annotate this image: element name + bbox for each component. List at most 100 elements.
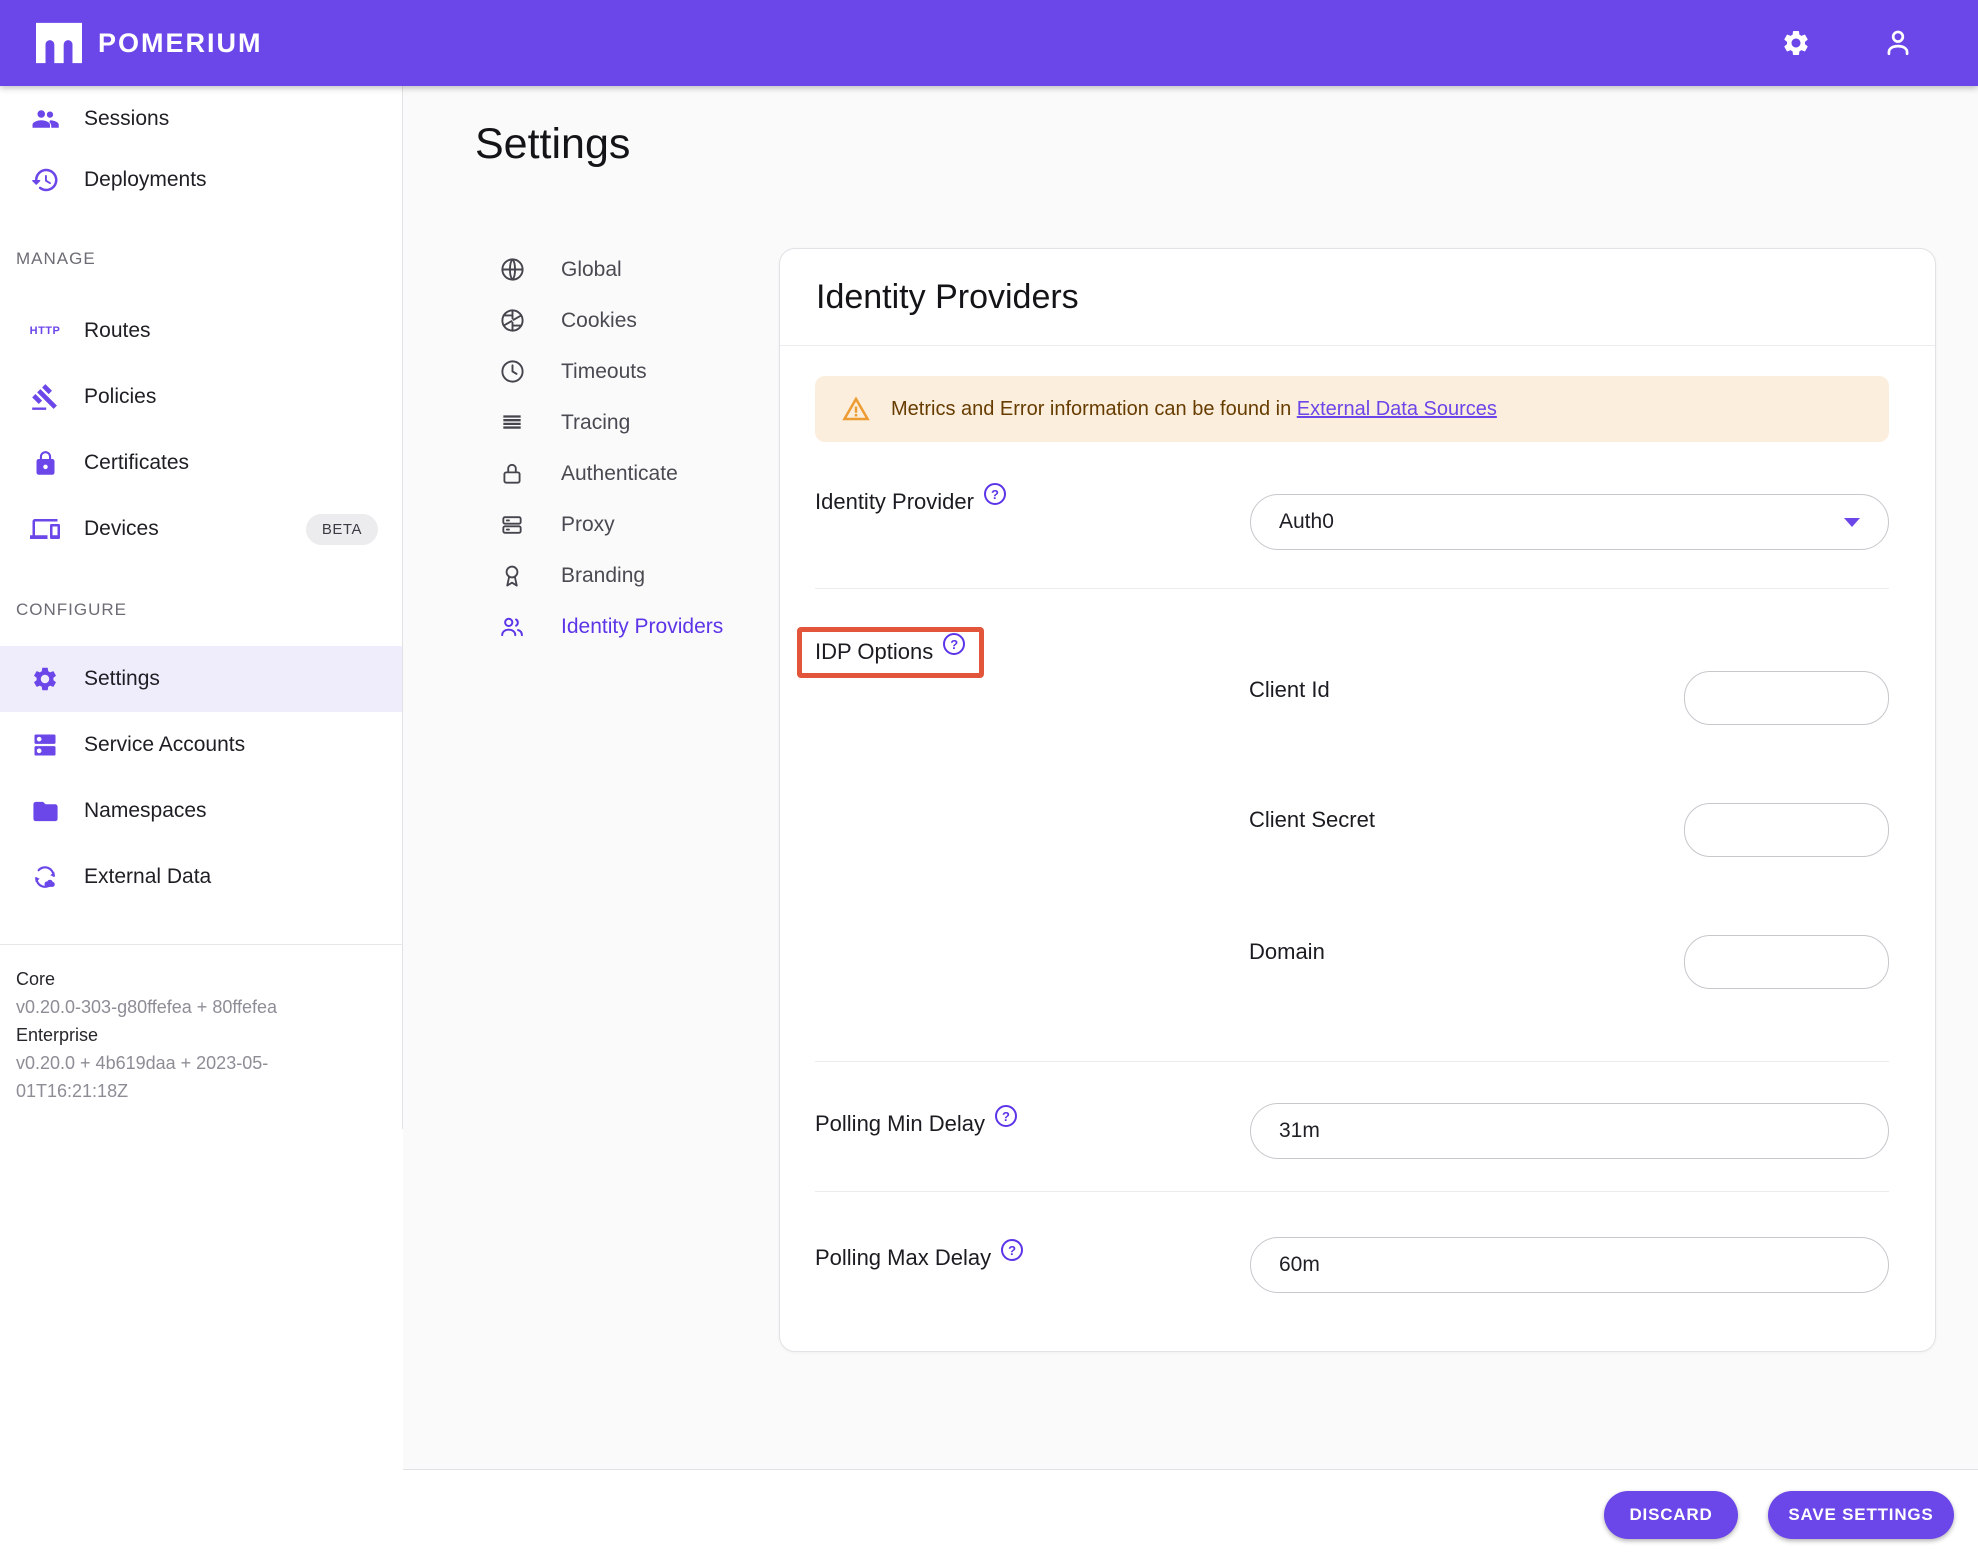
sidebar-divider: [0, 944, 402, 945]
lock-icon: [28, 450, 62, 477]
polling-max-delay-label: Polling Max Delay ?: [815, 1239, 1024, 1271]
identity-providers-card: Identity Providers Metrics and Error inf…: [779, 248, 1936, 1352]
gear-icon: [1784, 31, 1808, 55]
tab-cookies[interactable]: Cookies: [473, 295, 759, 346]
sidebar-item-external-data[interactable]: External Data: [0, 844, 402, 910]
identity-provider-value: Auth0: [1279, 510, 1334, 533]
tab-timeouts[interactable]: Timeouts: [473, 346, 759, 397]
enterprise-version-value: v0.20.0 + 4b619daa + 2023-05-01T16:21:18…: [16, 1052, 269, 1101]
help-icon[interactable]: ?: [1001, 1239, 1024, 1261]
sidebar-item-deployments[interactable]: Deployments: [0, 147, 402, 213]
warning-banner: Metrics and Error information can be fou…: [815, 376, 1889, 442]
tab-proxy[interactable]: Proxy: [473, 499, 759, 550]
identity-provider-label-text: Identity Provider: [815, 489, 974, 514]
tab-label: Timeouts: [561, 359, 647, 383]
brand-name: POMERIUM: [98, 27, 263, 58]
shutter-icon: [497, 307, 527, 334]
annotation-highlight-box: [797, 627, 984, 678]
sidebar-item-policies[interactable]: Policies: [0, 364, 402, 430]
sidebar-item-label: Namespaces: [84, 799, 207, 822]
identity-provider-select[interactable]: Auth0: [1250, 494, 1889, 550]
enterprise-version-label: Enterprise: [16, 1024, 99, 1045]
save-settings-button[interactable]: SAVE SETTINGS: [1768, 1491, 1954, 1539]
sidebar-item-routes[interactable]: HTTP Routes: [0, 298, 402, 364]
people-outline-icon: [497, 613, 527, 641]
discard-button[interactable]: DISCARD: [1604, 1491, 1738, 1539]
sidebar-item-label: Settings: [84, 667, 160, 690]
polling-min-delay-input[interactable]: [1250, 1103, 1889, 1159]
lock-outline-icon: [497, 461, 527, 487]
sidebar-item-service-accounts[interactable]: Service Accounts: [0, 712, 402, 778]
http-icon: HTTP: [29, 325, 61, 337]
sidebar-item-namespaces[interactable]: Namespaces: [0, 778, 402, 844]
tab-authenticate[interactable]: Authenticate: [473, 448, 759, 499]
tab-label: Global: [561, 257, 622, 281]
service-accounts-icon: [28, 731, 62, 759]
tab-label: Proxy: [561, 512, 615, 536]
polling-max-delay-input[interactable]: [1250, 1237, 1889, 1293]
people-icon: [28, 104, 62, 134]
client-secret-label: Client Secret: [1249, 807, 1375, 832]
sidebar-item-label: Certificates: [84, 451, 190, 474]
tab-label: Identity Providers: [561, 614, 724, 638]
beta-badge: BETA: [305, 513, 378, 545]
sidebar-item-label: Policies: [84, 385, 157, 408]
person-icon: [1887, 30, 1909, 56]
external-data-sources-link[interactable]: External Data Sources: [1296, 397, 1497, 420]
tab-global[interactable]: Global: [473, 244, 759, 295]
tab-identity-providers[interactable]: Identity Providers: [473, 598, 811, 654]
core-version-value: v0.20.0-303-g80ffefea + 80ffefea: [16, 996, 278, 1017]
sidebar-item-label: Deployments: [84, 168, 207, 191]
sidebar-item-certificates[interactable]: Certificates: [0, 430, 402, 496]
version-info: Core v0.20.0-303-g80ffefea + 80ffefea En…: [16, 966, 346, 1105]
idp-options-label-text: IDP Options: [815, 639, 934, 664]
client-id-label: Client Id: [1249, 677, 1330, 702]
core-version-label: Core: [16, 969, 56, 989]
devices-icon: [28, 514, 62, 544]
warning-message: Metrics and Error information can be fou…: [891, 397, 1292, 420]
sidebar-item-devices[interactable]: Devices BETA: [0, 496, 402, 562]
pomerium-aqueduct-icon: [36, 22, 82, 64]
topbar-actions: [1774, 21, 1942, 65]
globe-icon: [497, 256, 527, 283]
tab-label: Authenticate: [561, 461, 678, 485]
history-icon: [28, 165, 62, 195]
tab-label: Cookies: [561, 308, 637, 332]
sidebar-item-label: External Data: [84, 865, 212, 888]
polling-min-delay-label: Polling Min Delay ?: [815, 1105, 1017, 1137]
top-app-bar: POMERIUM: [0, 0, 1978, 86]
tab-branding[interactable]: Branding: [473, 550, 759, 601]
tab-tracing[interactable]: Tracing: [473, 397, 759, 448]
warning-icon: [842, 396, 870, 421]
sidebar-item-sessions[interactable]: Sessions: [0, 86, 402, 152]
help-icon[interactable]: ?: [983, 483, 1006, 505]
lines-icon: [497, 410, 527, 436]
pomerium-logo[interactable]: POMERIUM: [36, 22, 263, 64]
divider: [815, 588, 1889, 589]
sidebar-item-settings[interactable]: Settings: [0, 646, 402, 712]
domain-input[interactable]: [1684, 935, 1889, 989]
sidebar-section-manage: MANAGE: [16, 249, 96, 268]
page-title: Settings: [475, 120, 631, 168]
idp-options-label: IDP Options ?: [815, 633, 966, 665]
sidebar-item-label: Devices: [84, 517, 159, 540]
card-header: Identity Providers: [780, 249, 1935, 346]
client-id-input[interactable]: [1684, 671, 1889, 725]
settings-gear-button[interactable]: [1774, 21, 1818, 65]
account-button[interactable]: [1876, 21, 1920, 65]
polling-max-delay-label-text: Polling Max Delay: [815, 1245, 992, 1270]
identity-provider-label: Identity Provider ?: [815, 483, 1006, 515]
sidebar-item-label: Sessions: [84, 107, 170, 130]
chevron-down-icon: [1844, 517, 1860, 527]
help-icon[interactable]: ?: [943, 633, 966, 655]
footer-divider: [403, 1469, 1978, 1470]
sidebar: Sessions Deployments MANAGE HTTP Routes …: [0, 86, 403, 1129]
help-icon[interactable]: ?: [994, 1105, 1017, 1127]
sidebar-item-label: Service Accounts: [84, 733, 246, 756]
tab-label: Branding: [561, 563, 646, 587]
divider: [815, 1061, 1889, 1062]
sidebar-section-configure: CONFIGURE: [16, 600, 127, 619]
client-secret-input[interactable]: [1684, 803, 1889, 857]
cloud-sync-icon: [28, 863, 62, 891]
